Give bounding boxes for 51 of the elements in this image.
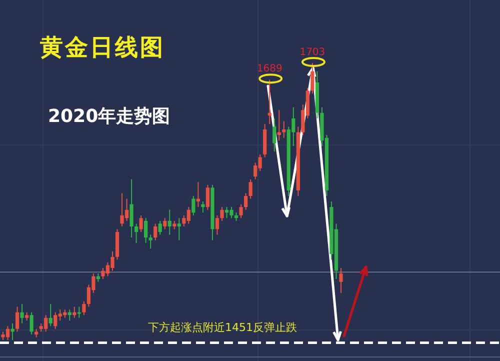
candlestick — [310, 62, 314, 94]
candlestick — [48, 303, 52, 327]
candlestick — [301, 104, 305, 136]
candlestick — [192, 195, 196, 216]
candlestick — [120, 192, 124, 227]
candlestick — [124, 198, 129, 222]
candlestick — [44, 314, 48, 332]
annotation: 下方起涨点附近1451反弹止跌 — [148, 321, 297, 334]
candlestick — [58, 309, 62, 322]
candlestick — [177, 218, 181, 241]
candlestick — [158, 220, 162, 236]
annotation: 1703 — [300, 47, 326, 58]
candlestick — [148, 234, 152, 250]
candlestick — [248, 178, 252, 200]
candlestick — [186, 206, 190, 224]
candlestick — [6, 326, 10, 340]
candlestick — [139, 214, 143, 232]
candlestick — [15, 306, 20, 332]
candlestick — [86, 284, 90, 308]
candlestick — [244, 192, 248, 210]
candlestick — [339, 267, 343, 294]
candlestick — [239, 204, 243, 219]
candlestick — [230, 206, 234, 219]
candlestick — [182, 214, 186, 227]
candlestick — [254, 162, 258, 180]
candlestick — [272, 118, 276, 152]
text: 2020年走势图 — [48, 106, 170, 127]
candlestick — [130, 178, 134, 238]
candlestick — [220, 206, 224, 222]
candlestick — [134, 223, 138, 244]
candlestick — [20, 303, 24, 324]
annotation: 1689 — [256, 64, 282, 75]
candlestick — [154, 223, 158, 241]
chart-title: 黄金日线图 — [39, 35, 165, 61]
candlestick — [82, 300, 86, 316]
candlestick — [144, 218, 148, 244]
candlestick — [282, 120, 286, 138]
candlestick — [215, 214, 220, 236]
candlestick — [101, 267, 105, 280]
candlestick — [292, 106, 296, 147]
candlestick — [206, 184, 210, 210]
candlestick — [168, 209, 172, 236]
candlestick — [92, 273, 96, 294]
candlestick — [163, 218, 167, 230]
candlestick — [110, 250, 114, 272]
candlestick — [54, 312, 58, 330]
candlestick — [258, 154, 262, 172]
candlestick — [196, 182, 200, 208]
candlestick — [10, 322, 14, 340]
candlestick — [106, 262, 110, 277]
candlestick — [30, 312, 34, 335]
